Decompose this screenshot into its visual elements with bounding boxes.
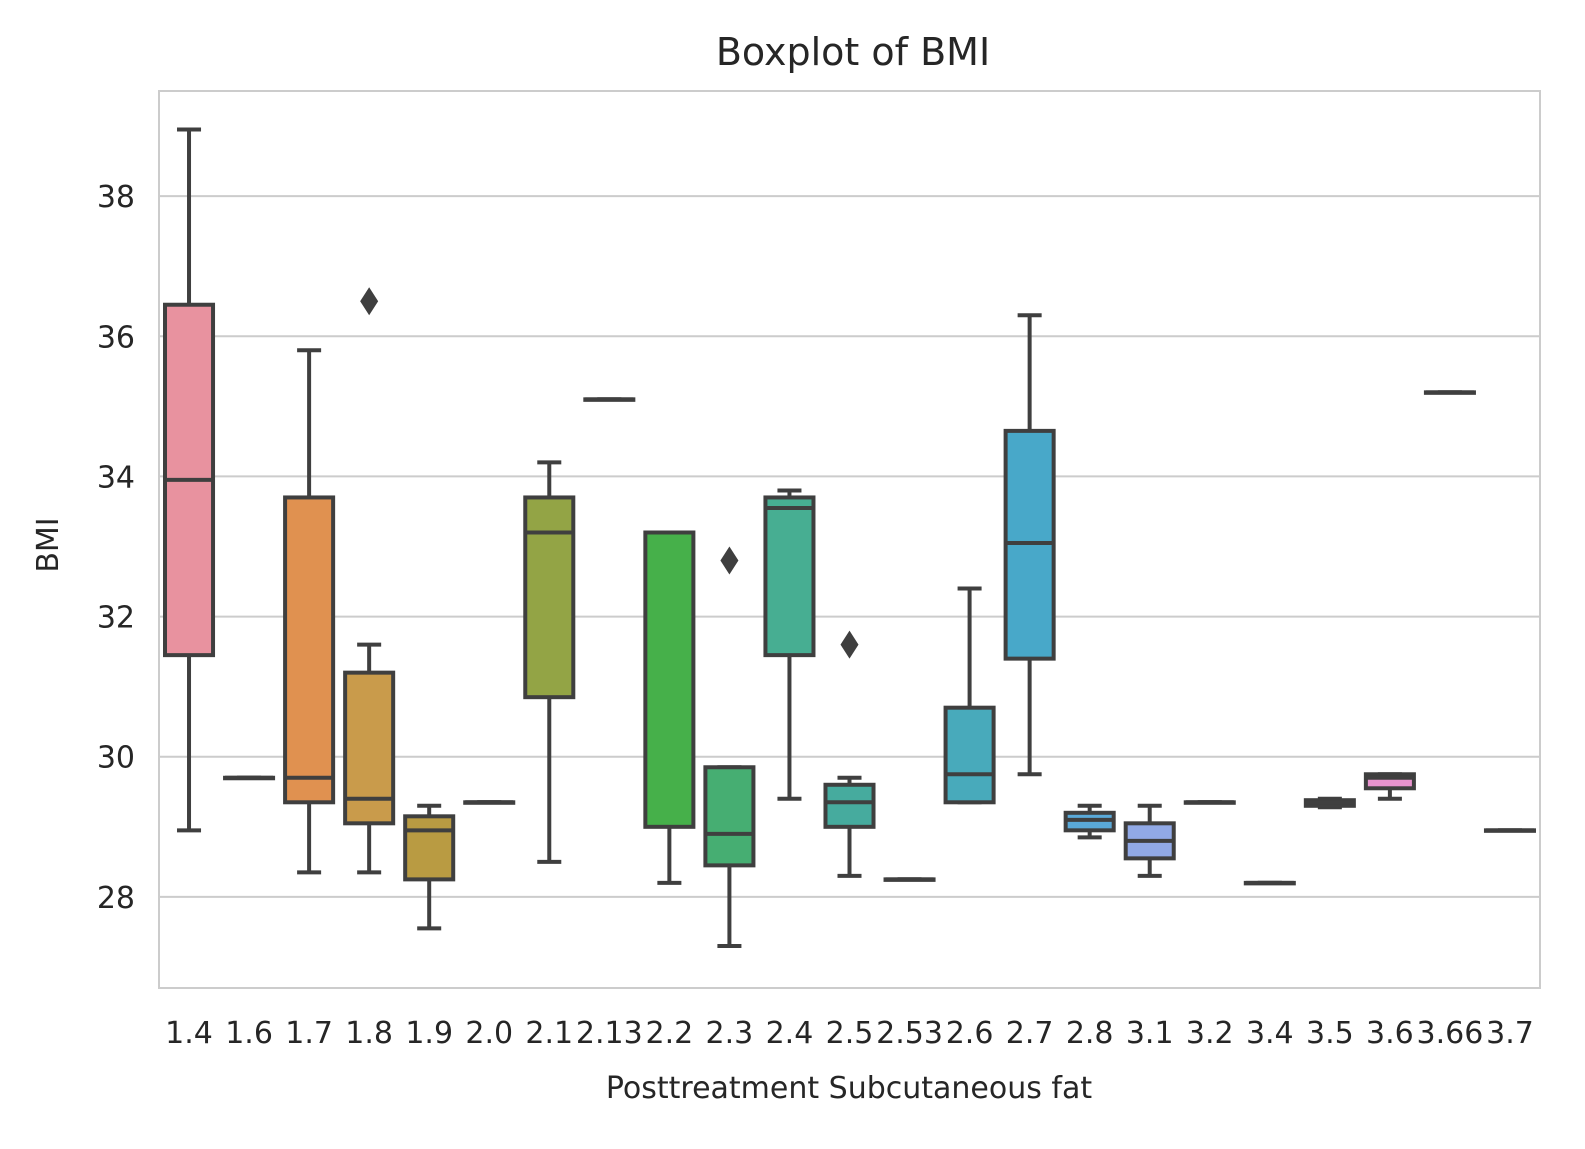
x-tick-label-2.53: 2.53 bbox=[876, 1016, 943, 1051]
box-iqr bbox=[825, 785, 873, 827]
box-group-2.5 bbox=[825, 631, 873, 876]
box-group-2.3 bbox=[705, 547, 753, 946]
box-iqr bbox=[285, 497, 333, 802]
x-tick-label-1.4: 1.4 bbox=[165, 1016, 213, 1051]
box-group-2.13 bbox=[585, 399, 633, 400]
x-tick-label-2.3: 2.3 bbox=[706, 1016, 754, 1051]
x-tick-label-3.6: 3.6 bbox=[1366, 1016, 1414, 1051]
y-tick-label-36: 36 bbox=[97, 320, 135, 355]
y-tick-label-34: 34 bbox=[97, 460, 135, 495]
box-group-3.1 bbox=[1126, 806, 1174, 876]
y-tick-label-30: 30 bbox=[97, 741, 135, 776]
y-tick-labels: 28 30 32 34 36 38 bbox=[97, 180, 135, 916]
box-group-2.2 bbox=[645, 532, 693, 882]
x-tick-label-3.66: 3.66 bbox=[1417, 1016, 1484, 1051]
x-tick-label-3.7: 3.7 bbox=[1486, 1016, 1534, 1051]
box-group-2.4 bbox=[765, 490, 813, 798]
outlier-marker bbox=[841, 631, 859, 659]
chart-title: Boxplot of BMI bbox=[716, 30, 990, 74]
box-group-3.5 bbox=[1306, 799, 1354, 807]
y-tick-label-38: 38 bbox=[97, 180, 135, 215]
box-iqr bbox=[405, 816, 453, 879]
y-axis-label: BMI bbox=[31, 517, 66, 572]
x-tick-label-3.4: 3.4 bbox=[1246, 1016, 1294, 1051]
x-tick-label-1.6: 1.6 bbox=[225, 1016, 273, 1051]
box-iqr bbox=[645, 532, 693, 826]
box-group-2.7 bbox=[1006, 315, 1054, 774]
x-tick-label-3.2: 3.2 bbox=[1186, 1016, 1234, 1051]
box-group-3.6 bbox=[1366, 774, 1414, 799]
x-tick-label-2.5: 2.5 bbox=[826, 1016, 874, 1051]
x-tick-label-3.5: 3.5 bbox=[1306, 1016, 1354, 1051]
x-tick-label-3.1: 3.1 bbox=[1126, 1016, 1174, 1051]
box-group-3.4 bbox=[1246, 883, 1294, 884]
box-group-1.7 bbox=[285, 350, 333, 872]
y-tick-label-32: 32 bbox=[97, 601, 135, 636]
x-tick-label-2.4: 2.4 bbox=[766, 1016, 814, 1051]
x-tick-label-2.0: 2.0 bbox=[465, 1016, 513, 1051]
box-iqr bbox=[765, 497, 813, 655]
box-group-1.8 bbox=[345, 287, 393, 872]
x-tick-labels: 1.4 1.6 1.7 1.8 1.9 2.0 2.1 2.13 2.2 2.3 2.4 2.5 2.5… bbox=[165, 1016, 1534, 1051]
box-group-1.4 bbox=[165, 130, 213, 831]
x-tick-label-2.1: 2.1 bbox=[525, 1016, 573, 1051]
y-tick-label-28: 28 bbox=[97, 881, 135, 916]
outlier-marker bbox=[360, 287, 378, 315]
box-group-2.8 bbox=[1066, 806, 1114, 838]
box-iqr bbox=[946, 708, 994, 803]
box-iqr bbox=[525, 497, 573, 697]
box-group-1.9 bbox=[405, 806, 453, 929]
box-group-2.6 bbox=[946, 589, 994, 803]
box-group-2.53 bbox=[886, 879, 934, 880]
x-tick-label-2.6: 2.6 bbox=[946, 1016, 994, 1051]
x-axis-label: Posttreatment Subcutaneous fat bbox=[606, 1071, 1093, 1106]
x-tick-label-2.2: 2.2 bbox=[646, 1016, 694, 1051]
x-tick-label-1.8: 1.8 bbox=[345, 1016, 393, 1051]
x-tick-label-2.7: 2.7 bbox=[1006, 1016, 1054, 1051]
box-group-2.0 bbox=[465, 802, 513, 803]
x-tick-label-2.8: 2.8 bbox=[1066, 1016, 1114, 1051]
x-tick-label-1.9: 1.9 bbox=[405, 1016, 453, 1051]
boxes bbox=[165, 130, 1534, 946]
box-iqr bbox=[705, 767, 753, 865]
x-tick-label-2.13: 2.13 bbox=[576, 1016, 643, 1051]
box-group-2.1 bbox=[525, 462, 573, 861]
outlier-marker bbox=[720, 547, 738, 575]
x-tick-label-1.7: 1.7 bbox=[285, 1016, 333, 1051]
box-group-3.2 bbox=[1186, 802, 1234, 803]
box-group-1.6 bbox=[225, 778, 273, 779]
box-group-3.7 bbox=[1486, 830, 1534, 831]
box-group-3.66 bbox=[1426, 392, 1474, 393]
